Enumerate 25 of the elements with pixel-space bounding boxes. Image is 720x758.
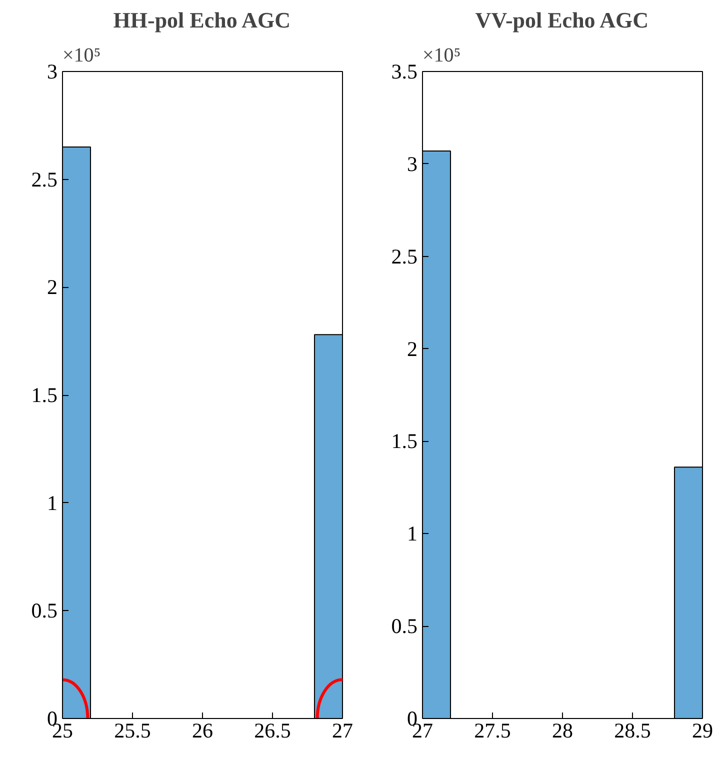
x-tick-label: 29 (692, 718, 713, 742)
y-tick-label: 3.5 (391, 60, 418, 84)
y-tick-label: 3 (47, 60, 58, 84)
y-tick-label: 2 (47, 275, 58, 300)
x-tick-label: 28 (552, 718, 573, 742)
chart-title: VV-pol Echo AGC (475, 8, 648, 32)
x-tick-label: 27 (332, 718, 353, 742)
x-tick-label: 26 (192, 718, 213, 742)
y-tick-label: 0.5 (31, 598, 58, 623)
chart-title: HH-pol Echo AGC (113, 8, 291, 32)
x-tick-label: 27.5 (474, 718, 511, 742)
y-tick-label: 0.5 (391, 614, 418, 638)
y-tick-label: 2.5 (391, 244, 418, 268)
y-tick-label: 1.5 (31, 383, 58, 407)
y-tick-label: 1 (47, 490, 58, 515)
x-tick-label: 26.5 (254, 718, 291, 742)
y-tick-label: 2 (407, 336, 418, 361)
y-tick-label: 3 (407, 152, 418, 176)
text: ×10⁵ (422, 44, 461, 66)
x-tick-label: 28.5 (614, 718, 651, 742)
x-tick-label: 25.5 (114, 718, 151, 742)
y-tick-label: 1.5 (391, 429, 418, 454)
y-tick-label: 1 (407, 522, 418, 546)
y-tick-label: 2.5 (31, 167, 58, 192)
text: ×10⁵ (62, 44, 101, 66)
